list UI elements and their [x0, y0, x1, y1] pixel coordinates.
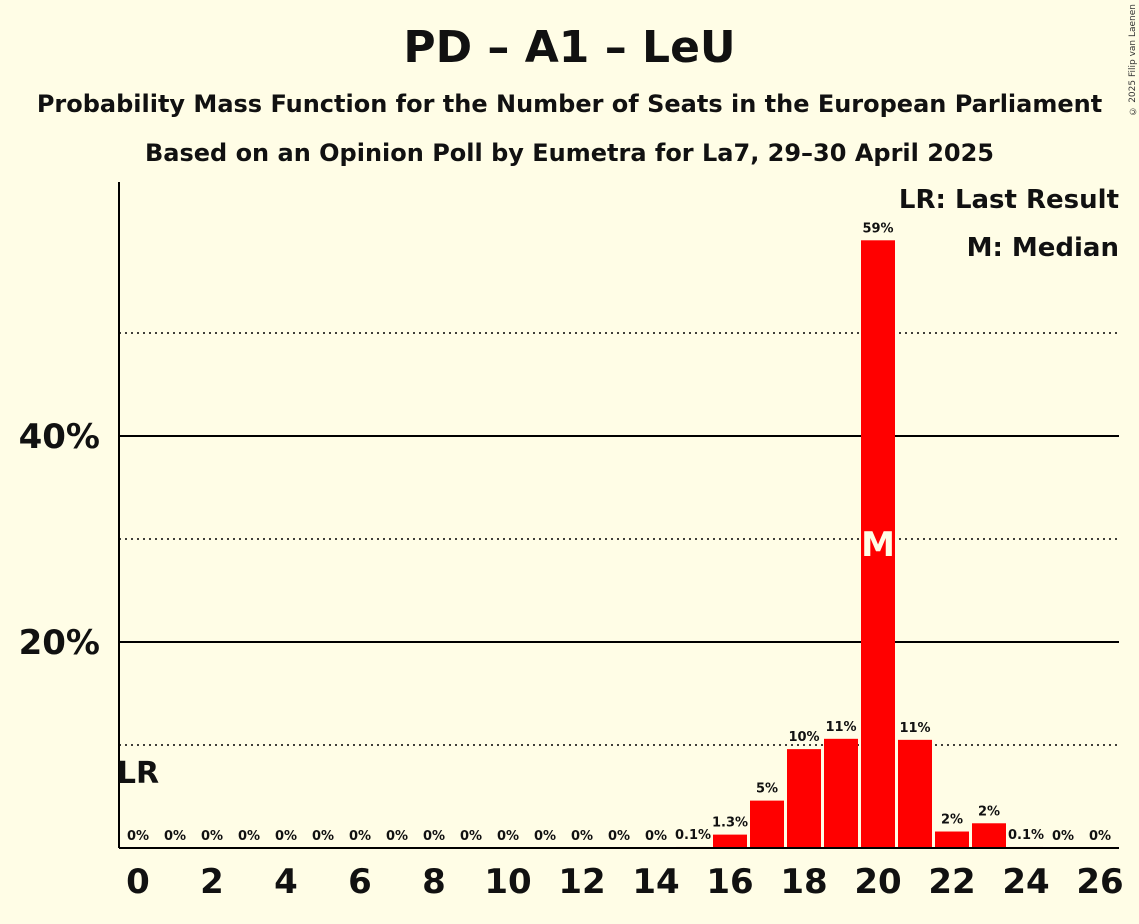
bar-value-label: 1.3% [712, 816, 748, 831]
axes [118, 182, 1119, 849]
bar-value-label: 0.1% [675, 828, 711, 843]
bar-value-label: 0% [349, 829, 371, 844]
bar-value-label: 11% [825, 720, 856, 735]
x-tick-label: 6 [348, 862, 372, 902]
labels: 20%40%0% 0% 0% 0% 0% 0% 0% 0% 0% 0% 0% 0% 0% 0% 0% 0.1%… [19, 221, 1124, 902]
bar-seat-21 [898, 739, 932, 848]
x-tick-label: 22 [928, 862, 975, 902]
bar-value-label: 0% [201, 829, 223, 844]
bar-value-label: 11% [899, 721, 930, 736]
bar-seat-22 [935, 831, 969, 848]
bar-value-label: 0% [423, 829, 445, 844]
bar-value-label: 0% [1089, 829, 1111, 844]
bar-seat-20 [861, 240, 895, 849]
x-tick-label: 16 [706, 862, 753, 902]
bar-value-label: 0% [645, 829, 667, 844]
bar-value-label: 0% [571, 829, 593, 844]
legend-last-result: LR: Last Result [898, 185, 1119, 215]
gridlines [119, 332, 1119, 746]
bar-value-label: 10% [788, 730, 819, 745]
chart-subtitle: Probability Mass Function for the Number… [36, 90, 1103, 118]
legend-median: M: Median [966, 233, 1119, 263]
x-tick-label: 8 [422, 862, 446, 902]
bar-value-label: 5% [756, 782, 778, 797]
bar-value-label: 0% [386, 829, 408, 844]
chart-source-line: Based on an Opinion Poll by Eumetra for … [144, 139, 995, 167]
bars [676, 240, 1043, 849]
x-tick-label: 10 [484, 862, 531, 902]
x-tick-label: 0 [126, 862, 150, 902]
bar-seat-23 [972, 823, 1006, 848]
bar-seat-17 [750, 800, 784, 848]
y-tick-label: 20% [19, 623, 100, 663]
bar-value-label: 0% [275, 829, 297, 844]
x-tick-label: 2 [200, 862, 224, 902]
median-marker: M [861, 525, 895, 565]
last-result-marker: LR [117, 756, 159, 791]
x-tick-label: 12 [558, 862, 605, 902]
bar-value-label: 0% [238, 829, 260, 844]
x-tick-label: 24 [1002, 862, 1049, 902]
bar-value-label: 2% [941, 813, 963, 828]
x-tick-label: 14 [632, 862, 679, 902]
bar-value-label: 0% [312, 829, 334, 844]
y-tick-label: 40% [19, 417, 100, 457]
bar-value-label: 0% [460, 829, 482, 844]
bar-value-label: 0% [1052, 829, 1074, 844]
chart-title: PD – A1 – LeU [403, 22, 736, 73]
bar-seat-19 [824, 738, 858, 848]
bar-seat-16 [713, 834, 747, 848]
x-tick-label: 4 [274, 862, 298, 902]
bar-value-label: 0% [534, 829, 556, 844]
bar-value-label: 0% [164, 829, 186, 844]
x-tick-label: 18 [780, 862, 827, 902]
bar-value-label: 59% [862, 221, 893, 236]
bar-value-label: 2% [978, 804, 1000, 819]
bar-value-label: 0% [497, 829, 519, 844]
bar-value-label: 0% [608, 829, 630, 844]
bar-value-label: 0% [127, 829, 149, 844]
x-tick-label: 26 [1076, 862, 1123, 902]
bar-value-label: 0.1% [1008, 828, 1044, 843]
bar-seat-18 [787, 749, 821, 848]
x-tick-label: 20 [854, 862, 901, 902]
